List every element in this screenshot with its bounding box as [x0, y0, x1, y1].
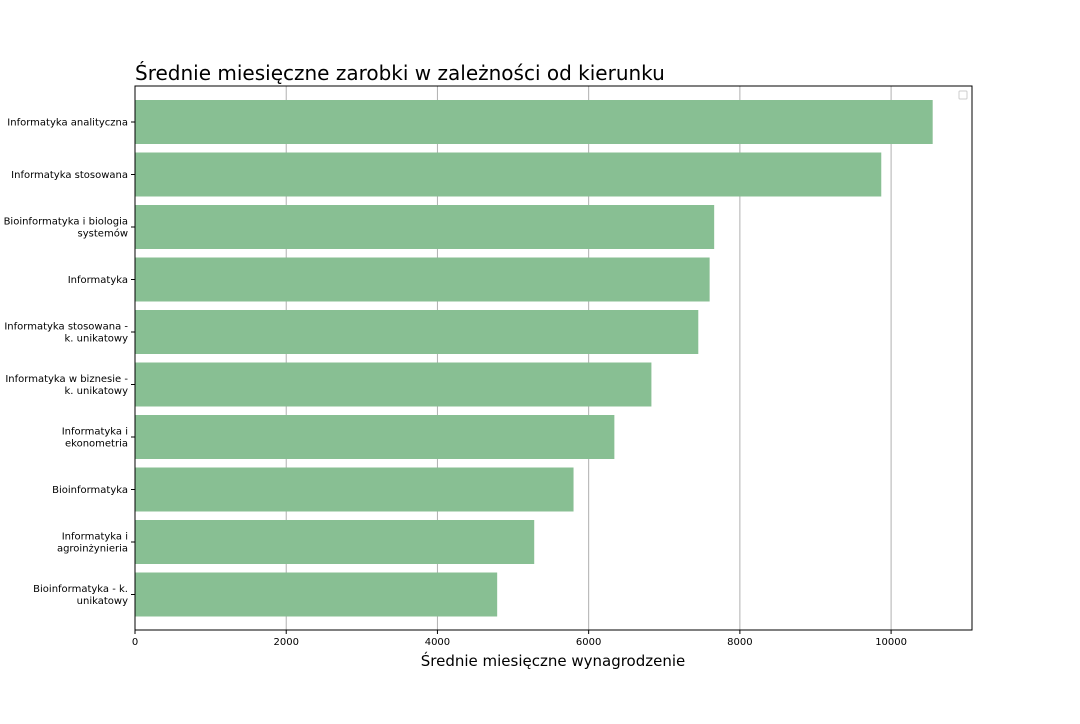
category-label-line: agroinżynieria — [57, 544, 128, 555]
category-label: Informatyka i ekonometria — [62, 427, 128, 450]
category-label-line: Informatyka — [68, 275, 128, 286]
category-label-line: ekonometria — [65, 439, 128, 450]
category-label-line: Informatyka stosowana - — [4, 322, 128, 333]
category-label-line: k. unikatowy — [65, 386, 129, 397]
plot-frame — [134, 85, 973, 631]
bar — [135, 257, 710, 302]
x-tick-label: 2000 — [273, 637, 298, 648]
x-tick-label: 8000 — [727, 637, 752, 648]
bar — [135, 572, 498, 617]
category-label: Bioinformatyka i biologia systemów — [4, 217, 128, 240]
category-label-line: k. unikatowy — [65, 334, 129, 345]
x-tick-label: 4000 — [425, 637, 450, 648]
bar — [135, 310, 699, 354]
category-label: Informatyka stosowana — [11, 170, 128, 181]
category-label: Bioinformatyka — [52, 485, 128, 496]
category-label: Bioinformatyka - k. unikatowy — [33, 584, 128, 607]
category-label-line: Informatyka i — [62, 532, 128, 543]
category-label-line: systemów — [78, 228, 128, 240]
bars — [135, 100, 933, 617]
x-axis-label: Średnie miesięczne wynagrodzenie — [421, 651, 686, 670]
bar — [135, 152, 882, 197]
category-label-line: Bioinformatyka i biologia — [4, 217, 128, 228]
x-tick-label: 6000 — [576, 637, 601, 648]
category-label-line: Bioinformatyka — [52, 485, 128, 496]
category-label-line: unikatowy — [77, 596, 128, 607]
category-label-line: Bioinformatyka - k. — [33, 584, 128, 595]
bar — [135, 520, 535, 564]
x-tick-label: 10000 — [875, 637, 907, 648]
chart-title: Średnie miesięczne zarobki w zależności … — [135, 61, 665, 85]
axes — [134, 85, 973, 631]
x-tick-label: 0 — [132, 637, 138, 648]
category-label-line: Informatyka w biznesie - — [5, 374, 128, 385]
y-category-labels: Informatyka analityczna Informatyka stoso… — [4, 118, 135, 607]
x-ticks: 0 2000 4000 6000 8000 10000 — [132, 630, 907, 648]
bar — [135, 362, 652, 407]
category-label-line: Informatyka i — [62, 427, 128, 438]
category-label: Informatyka w biznesie -k. unikatowy — [5, 374, 128, 397]
legend-box — [958, 90, 968, 100]
bar — [135, 467, 574, 512]
category-label-line: Informatyka stosowana — [11, 170, 128, 181]
bar — [135, 100, 933, 144]
category-label-line: Informatyka analityczna — [7, 118, 128, 129]
category-label: Informatyka stosowana -k. unikatowy — [4, 322, 128, 345]
category-label: Informatyka — [68, 275, 128, 286]
bar — [135, 205, 715, 249]
category-label: Informatyka analityczna — [7, 118, 128, 129]
bar — [135, 415, 615, 459]
category-label: Informatyka i agroinżynieria — [57, 532, 128, 555]
